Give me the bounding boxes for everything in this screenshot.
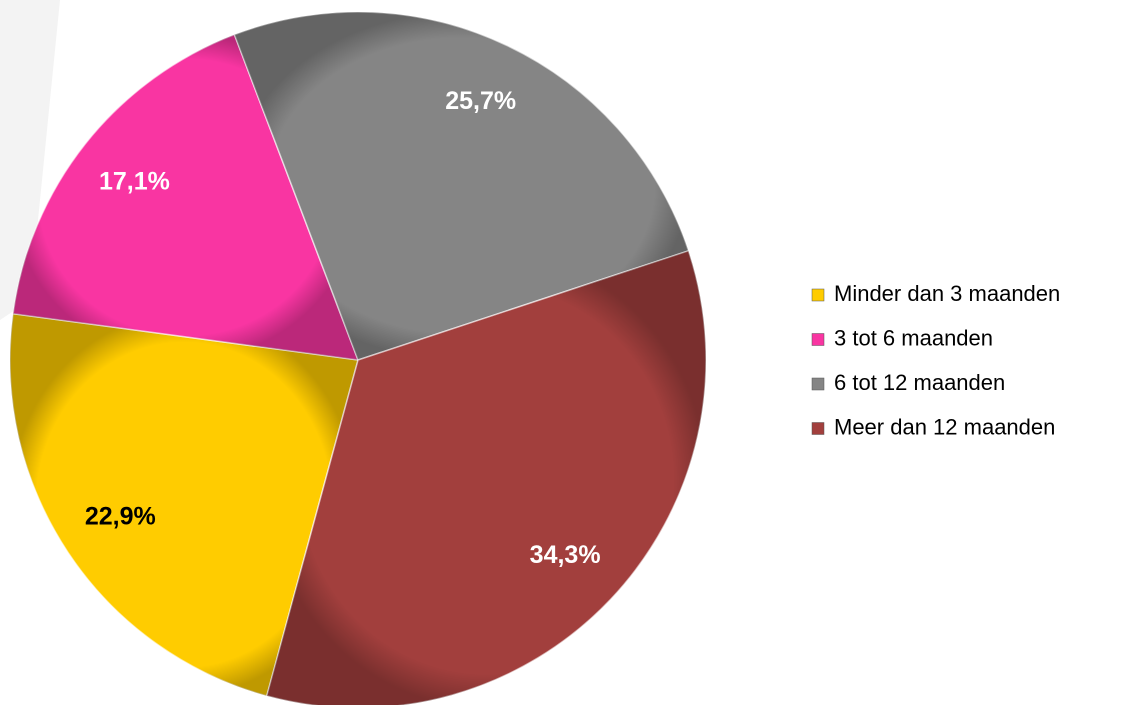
slice-shade	[13, 34, 359, 360]
legend-swatch	[811, 333, 825, 346]
legend-label: Meer dan 12 maanden	[834, 414, 1055, 439]
legend-swatch	[811, 422, 825, 435]
slice-shade	[234, 11, 689, 360]
legend-label: 3 tot 6 maanden	[834, 325, 993, 350]
legend-label: 6 tot 12 maanden	[834, 370, 1005, 395]
slice-shade	[266, 250, 706, 705]
background-shape	[0, 0, 60, 320]
value-label: 22,9%	[85, 502, 156, 530]
legend-label: Minder dan 3 maanden	[834, 281, 1060, 306]
value-label: 34,3%	[530, 541, 601, 569]
value-label: 17,1%	[99, 167, 170, 195]
slice-shade	[10, 313, 358, 696]
value-label: 25,7%	[445, 87, 516, 115]
legend-swatch	[811, 377, 825, 391]
legend-swatch	[811, 288, 825, 302]
